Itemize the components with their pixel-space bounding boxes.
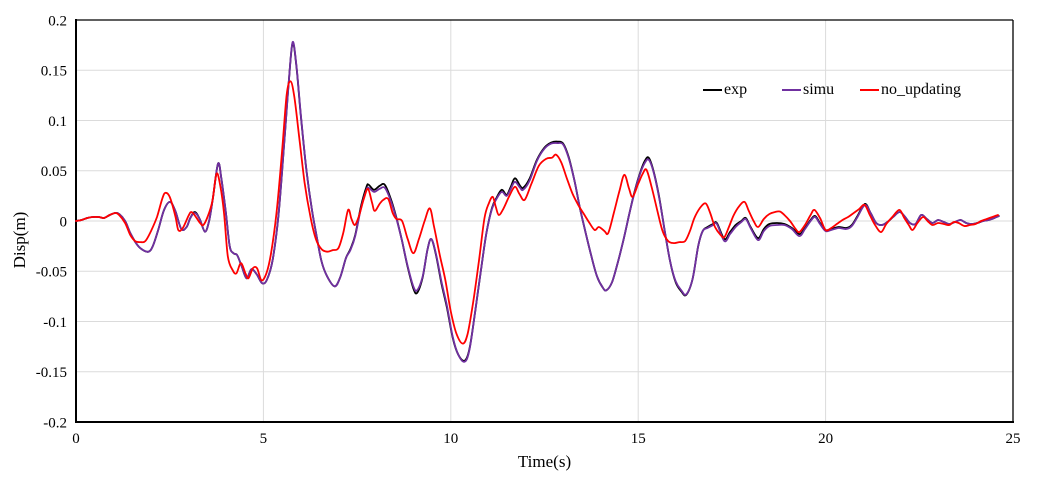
- series-line-simu: [75, 40, 1000, 363]
- legend-item-simu: simu: [782, 82, 834, 98]
- x-tick-label: 10: [443, 431, 458, 447]
- y-tick-label: 0.1: [48, 114, 67, 130]
- y-tick-label: -0.15: [36, 365, 67, 381]
- y-tick-label: 0.2: [48, 13, 67, 29]
- legend-label-exp: exp: [724, 81, 748, 98]
- y-axis-title: Disp(m): [10, 211, 29, 269]
- y-tick-label: 0: [60, 214, 68, 230]
- y-tick-label: 0.05: [41, 164, 67, 180]
- exp-line-swatch-icon: [703, 89, 722, 91]
- x-tick-label: 25: [1006, 431, 1021, 447]
- x-tick-label: 20: [818, 431, 833, 447]
- y-tick-label: -0.05: [36, 265, 67, 281]
- legend-label-simu: simu: [803, 81, 835, 98]
- y-tick-label: 0.15: [41, 64, 67, 80]
- legend-item-exp: exp: [703, 82, 747, 98]
- legend-item-no-updating: no_updating: [860, 82, 961, 98]
- no-updating-line-swatch-icon: [860, 89, 879, 91]
- legend-label-no-updating: no_updating: [881, 81, 961, 98]
- x-tick-label: 5: [260, 431, 268, 447]
- x-tick-label: 0: [72, 431, 80, 447]
- y-tick-label: -0.2: [43, 415, 67, 431]
- x-axis-title: Time(s): [517, 452, 572, 471]
- y-tick-label: -0.1: [43, 315, 67, 331]
- series-line-no_updating: [75, 80, 999, 345]
- simu-line-swatch-icon: [782, 89, 801, 91]
- x-tick-label: 15: [631, 431, 646, 447]
